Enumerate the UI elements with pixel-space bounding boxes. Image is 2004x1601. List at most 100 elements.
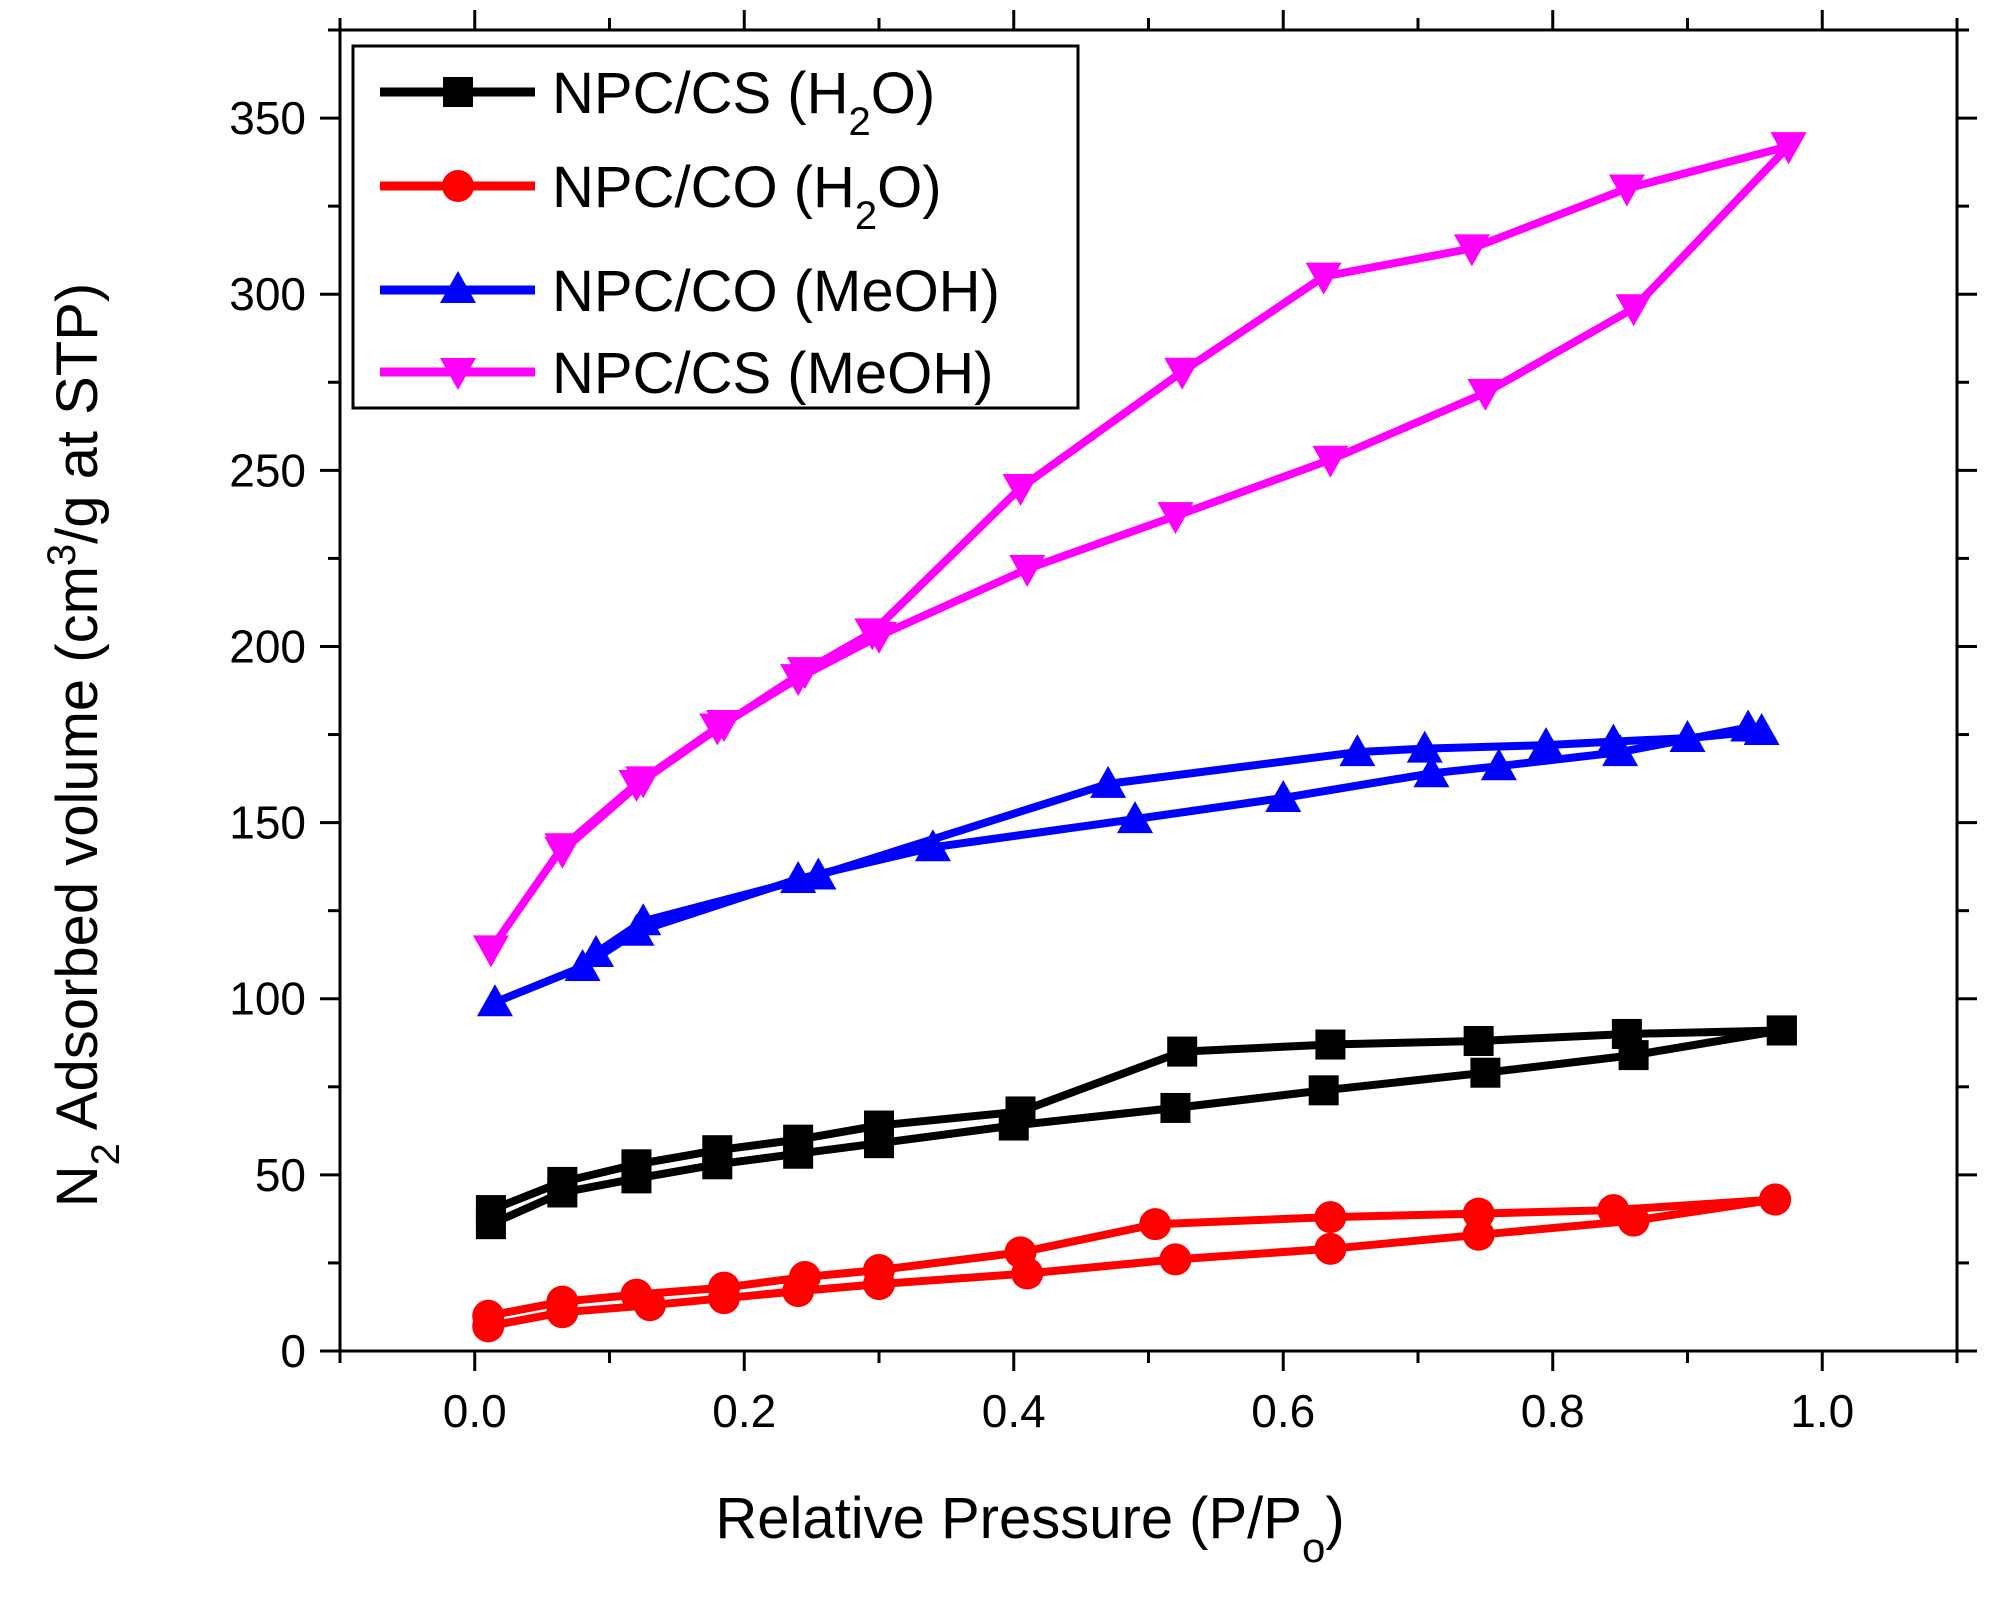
data-point-triangle-down: [544, 836, 581, 869]
data-point-triangle-up: [1406, 730, 1443, 763]
y-axis-title-main: Adsorbed volume (cm: [45, 566, 110, 1143]
data-point-square: [702, 1135, 733, 1166]
x-tick-label: 0.2: [712, 1385, 776, 1437]
data-point-square: [1167, 1036, 1198, 1067]
legend-marker-triangle-down: [440, 358, 476, 390]
data-point-triangle-down: [1002, 473, 1039, 506]
data-point-circle: [863, 1253, 895, 1286]
data-point-triangle-down: [625, 766, 662, 799]
data-point-square: [1308, 1075, 1339, 1106]
data-point-triangle-down: [786, 657, 823, 690]
axes-layer: 0.0 0.2 0.4 0.6 0.8 1.0 0 50 100 150 200 250 300 350: [229, 10, 1977, 1437]
x-tick-label: 0.4: [982, 1385, 1046, 1437]
data-point-triangle-down: [854, 618, 891, 651]
legend-label-npc-cs-h2o: NPC/CS (H2O): [552, 61, 935, 144]
legend-item-npc-cs-h2o: NPC/CS (H2O): [380, 61, 935, 144]
data-point-triangle-down: [1608, 174, 1645, 207]
data-point-square: [547, 1166, 578, 1197]
y-tick-label: 100: [229, 973, 306, 1025]
y-tick-label: 150: [229, 797, 306, 849]
x-axis-title-subscript: o: [1302, 1524, 1325, 1571]
x-tick-label: 0.0: [443, 1385, 507, 1437]
data-point-triangle-up: [1413, 755, 1450, 788]
series-npc-co-meoh: [476, 709, 1780, 1017]
series-line-desorption: [592, 727, 1766, 957]
data-point-triangle-down: [1312, 445, 1349, 478]
y-axis-title-n: N: [45, 1165, 110, 1207]
series-npc-co-h2o: [472, 1183, 1792, 1343]
legend-label-npc-co-meoh: NPC/CO (MeOH): [552, 259, 1000, 324]
y-tick-label: 0: [280, 1325, 306, 1377]
data-point-triangle-up: [1339, 734, 1376, 767]
x-axis-title: Relative Pressure (P/Po): [715, 1486, 1344, 1571]
data-point-triangle-down: [1009, 554, 1046, 587]
data-point-circle: [1314, 1232, 1347, 1265]
legend-label-end: O): [871, 61, 935, 126]
data-point-circle: [1462, 1197, 1495, 1230]
series-npc-cs-h2o: [475, 1015, 1797, 1240]
data-point-triangle-down: [1164, 357, 1201, 390]
y-axis-title-n-subscript: 2: [84, 1143, 128, 1165]
data-point-square: [1766, 1015, 1797, 1046]
data-point-circle: [1597, 1194, 1630, 1227]
y-tick-label: 200: [229, 620, 306, 672]
data-point-circle: [788, 1261, 821, 1294]
data-point-circle: [708, 1271, 741, 1304]
data-point-square: [1005, 1096, 1036, 1127]
series-layer: [472, 132, 1807, 1343]
y-tick-label: 250: [229, 444, 306, 496]
y-axis-title-end: /g at STP): [45, 283, 110, 544]
legend-item-npc-co-h2o: NPC/CO (H2O): [380, 155, 942, 238]
legend-label-subscript: 2: [848, 100, 870, 144]
series-line-adsorption: [486, 1026, 1786, 1229]
data-point-triangle-down: [1305, 262, 1342, 295]
data-point-triangle-down: [1453, 234, 1490, 267]
data-point-triangle-up: [1743, 713, 1780, 746]
data-point-triangle-down: [1615, 294, 1652, 327]
y-tick-label: 50: [255, 1149, 306, 1201]
data-point-square: [621, 1149, 652, 1180]
data-point-square: [1160, 1092, 1191, 1123]
data-point-triangle-up: [476, 984, 513, 1017]
legend-label-subscript: 2: [855, 194, 877, 238]
data-point-square: [783, 1124, 814, 1155]
data-point-circle: [1004, 1236, 1037, 1269]
data-point-circle: [1314, 1201, 1347, 1234]
y-axis-title-superscript: 3: [40, 544, 84, 566]
data-point-square: [1463, 1026, 1494, 1057]
x-tick-label: 0.6: [1251, 1385, 1315, 1437]
data-point-triangle-down: [706, 709, 743, 742]
data-point-triangle-down: [1770, 132, 1807, 165]
series-npc-cs-meoh: [472, 132, 1807, 968]
data-point-circle: [1139, 1208, 1172, 1241]
legend-label-npc-co-h2o: NPC/CO (H2O): [552, 155, 942, 238]
series-line-adsorption: [491, 723, 1753, 1007]
x-axis-title-end: ): [1325, 1486, 1344, 1551]
data-point-triangle-up: [1090, 765, 1127, 798]
data-point-triangle-up: [1480, 748, 1517, 781]
legend-label-main: NPC/CS (H: [552, 61, 848, 126]
y-axis-title: N2 Adsorbed volume (cm3/g at STP): [40, 283, 128, 1208]
series-line-adsorption: [484, 1195, 1780, 1331]
legend-marker-triangle-up: [440, 271, 476, 303]
x-tick-label: 1.0: [1790, 1385, 1854, 1437]
data-point-triangle-up: [800, 857, 837, 890]
data-point-triangle-up: [578, 934, 615, 967]
legend-item-npc-cs-meoh: NPC/CS (MeOH): [380, 341, 993, 406]
data-point-square: [1315, 1029, 1346, 1060]
data-point-circle: [1759, 1183, 1792, 1216]
x-tick-label: 0.8: [1521, 1385, 1585, 1437]
data-point-square: [1611, 1018, 1642, 1049]
legend-label-end: O): [877, 155, 941, 220]
legend-marker-square: [443, 77, 473, 107]
data-point-triangle-up: [1669, 720, 1706, 753]
data-point-triangle-up: [1528, 727, 1565, 760]
data-point-triangle-up: [625, 903, 662, 936]
data-point-triangle-down: [472, 935, 509, 968]
data-point-circle: [1159, 1243, 1192, 1276]
data-point-triangle-up: [1265, 779, 1302, 812]
data-point-square: [1470, 1057, 1501, 1088]
data-point-triangle-up: [914, 829, 951, 862]
data-point-circle: [546, 1285, 579, 1318]
